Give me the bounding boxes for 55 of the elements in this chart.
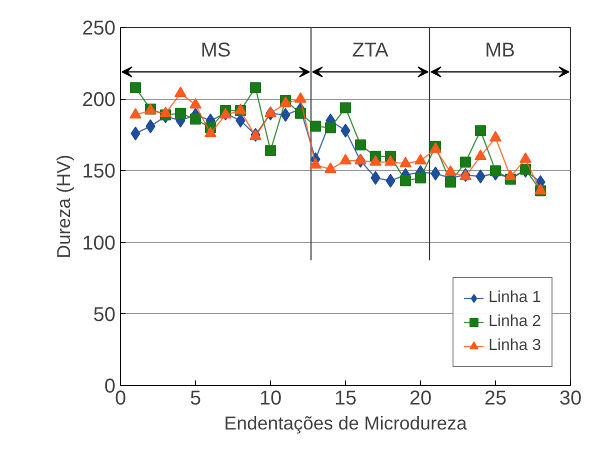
point — [520, 164, 531, 175]
point — [130, 108, 142, 119]
point — [265, 145, 276, 156]
point — [294, 92, 306, 103]
point — [444, 165, 456, 176]
y-axis-title: Dureza (HV) — [53, 154, 74, 258]
point — [190, 114, 201, 125]
annotation: ZTA — [352, 39, 390, 62]
y-tick-label: 100 — [82, 232, 116, 254]
point — [445, 176, 456, 188]
x-tick-label: 5 — [190, 388, 202, 410]
point — [174, 86, 186, 98]
point — [324, 162, 336, 173]
point — [460, 156, 471, 168]
point — [520, 152, 532, 163]
point — [264, 106, 276, 118]
y-tick-label: 50 — [93, 304, 116, 326]
point — [370, 155, 382, 166]
y-tick-label: 150 — [82, 160, 116, 183]
point — [414, 154, 426, 164]
legend-label: Linha 1 — [488, 289, 541, 307]
x-tick-label: 25 — [484, 388, 507, 410]
x-tick-label: 30 — [559, 388, 582, 410]
point — [400, 156, 412, 168]
point — [400, 175, 411, 186]
point — [310, 120, 321, 132]
point — [474, 150, 486, 160]
annotation: MB — [485, 39, 515, 62]
x-axis-title: Endentações de Microdureza — [224, 412, 468, 434]
point — [160, 106, 172, 118]
y-tick-label: 200 — [82, 89, 116, 112]
y-tick-label: 250 — [82, 18, 116, 40]
point — [190, 98, 202, 109]
point — [340, 154, 352, 164]
legend-label: Linha 3 — [488, 337, 541, 355]
point — [415, 172, 426, 184]
x-tick-label: 20 — [409, 388, 432, 410]
annotation: MS — [200, 39, 231, 62]
point — [490, 165, 501, 176]
point — [175, 108, 186, 119]
point — [130, 82, 141, 94]
point — [355, 139, 366, 150]
point — [250, 82, 261, 94]
point — [504, 170, 516, 180]
point — [204, 126, 216, 138]
point — [475, 125, 486, 136]
x-tick-label: 15 — [334, 388, 357, 410]
point — [325, 122, 336, 134]
legend-label: Linha 2 — [488, 313, 541, 331]
x-tick-label: 10 — [259, 388, 282, 410]
point — [354, 154, 366, 164]
point — [310, 158, 322, 169]
point — [490, 130, 502, 142]
point — [384, 155, 396, 166]
point — [340, 102, 351, 114]
